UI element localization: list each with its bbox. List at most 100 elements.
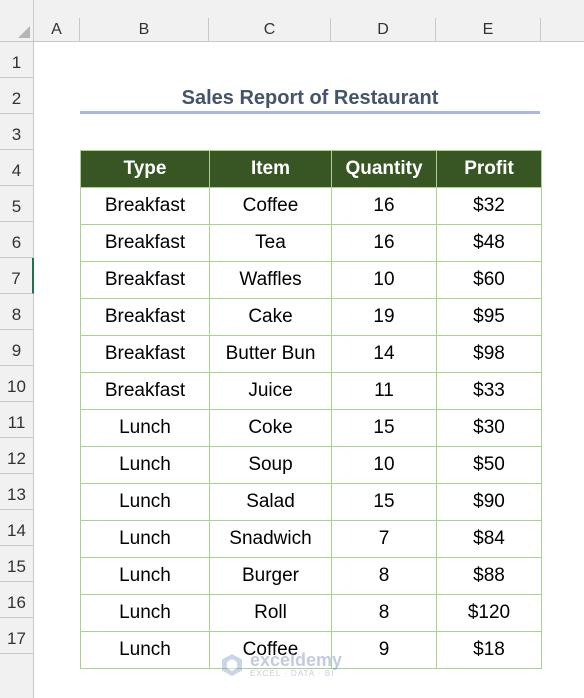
cell-item[interactable]: Waffles [209,261,332,299]
column-header-a[interactable]: A [34,18,80,42]
table-row: Breakfast Juice 11 $33 [80,372,542,410]
title-underline [80,111,540,114]
row-header-11[interactable]: 11 [0,402,34,438]
cell-type[interactable]: Lunch [80,594,210,632]
row-header-7[interactable]: 7 [0,258,34,294]
cell-item[interactable]: Coffee [209,631,332,669]
row-header-4[interactable]: 4 [0,150,34,186]
table-row: Lunch Soup 10 $50 [80,446,542,484]
row-header-2[interactable]: 2 [0,78,34,114]
exceldemy-logo-icon [222,653,242,676]
cell-profit[interactable]: $98 [436,335,542,373]
cell-item[interactable]: Burger [209,557,332,595]
cell-profit[interactable]: $33 [436,372,542,410]
cell-type[interactable]: Lunch [80,631,210,669]
cell-profit[interactable]: $48 [436,224,542,262]
cell-profit[interactable]: $50 [436,446,542,484]
cell-profit[interactable]: $88 [436,557,542,595]
row-header-6[interactable]: 6 [0,222,34,258]
cell-item[interactable]: Soup [209,446,332,484]
cell-quantity[interactable]: 16 [331,187,437,225]
row-header-1[interactable]: 1 [0,42,34,78]
cell-quantity[interactable]: 15 [331,483,437,521]
cell-quantity[interactable]: 15 [331,409,437,447]
cell-item[interactable]: Coke [209,409,332,447]
cell-quantity[interactable]: 16 [331,224,437,262]
cell-quantity[interactable]: 11 [331,372,437,410]
cell-item[interactable]: Coffee [209,187,332,225]
row-header-12[interactable]: 12 [0,438,34,474]
cell-quantity[interactable]: 19 [331,298,437,336]
select-all-triangle-icon [18,26,30,38]
cell-quantity[interactable]: 10 [331,261,437,299]
table-row: Lunch Roll 8 $120 [80,594,542,632]
row-header-14[interactable]: 14 [0,510,34,546]
cell-item[interactable]: Cake [209,298,332,336]
cell-profit[interactable]: $120 [436,594,542,632]
cell-type[interactable]: Lunch [80,557,210,595]
column-header-e[interactable]: E [436,18,541,42]
select-all-corner[interactable] [0,0,34,42]
row-header-10[interactable]: 10 [0,366,34,402]
sales-table: Type Item Quantity Profit Breakfast Coffe… [80,150,542,669]
table-row: Lunch Salad 15 $90 [80,483,542,521]
header-quantity[interactable]: Quantity [331,150,437,188]
cell-quantity[interactable]: 8 [331,594,437,632]
header-profit[interactable]: Profit [436,150,542,188]
cell-item[interactable]: Juice [209,372,332,410]
cell-item[interactable]: Roll [209,594,332,632]
cell-item[interactable]: Tea [209,224,332,262]
row-header-8[interactable]: 8 [0,294,34,330]
cell-type[interactable]: Lunch [80,483,210,521]
cell-type[interactable]: Breakfast [80,187,210,225]
cell-type[interactable]: Lunch [80,409,210,447]
cell-item[interactable]: Salad [209,483,332,521]
table-row: Breakfast Butter Bun 14 $98 [80,335,542,373]
cell-profit[interactable]: $90 [436,483,542,521]
row-header-16[interactable]: 16 [0,582,34,618]
table-row: Breakfast Waffles 10 $60 [80,261,542,299]
cell-item[interactable]: Butter Bun [209,335,332,373]
column-header-d[interactable]: D [331,18,436,42]
row-header-5[interactable]: 5 [0,186,34,222]
cell-item[interactable]: Snadwich [209,520,332,558]
cell-profit[interactable]: $84 [436,520,542,558]
cell-type[interactable]: Breakfast [80,224,210,262]
watermark-text: exceldemy EXCEL · DATA · BI [250,651,342,678]
row-header-13[interactable]: 13 [0,474,34,510]
cell-quantity[interactable]: 8 [331,557,437,595]
table-row: Lunch Coffee 9 $18 [80,631,542,669]
cell-profit[interactable]: $95 [436,298,542,336]
cell-quantity[interactable]: 9 [331,631,437,669]
table-row: Breakfast Tea 16 $48 [80,224,542,262]
cell-type[interactable]: Lunch [80,446,210,484]
cell-quantity[interactable]: 10 [331,446,437,484]
row-header-3[interactable]: 3 [0,114,34,150]
row-header-filler [0,654,34,698]
cell-type[interactable]: Breakfast [80,261,210,299]
cell-quantity[interactable]: 7 [331,520,437,558]
column-header-b[interactable]: B [80,18,209,42]
header-type[interactable]: Type [80,150,210,188]
row-header-15[interactable]: 15 [0,546,34,582]
row-header-9[interactable]: 9 [0,330,34,366]
row-header-17[interactable]: 17 [0,618,34,654]
watermark-name: exceldemy [250,650,343,670]
column-header-c[interactable]: C [209,18,331,42]
cell-type[interactable]: Breakfast [80,335,210,373]
header-item[interactable]: Item [209,150,332,188]
exceldemy-watermark: exceldemy EXCEL · DATA · BI [220,651,342,678]
column-header-f[interactable] [541,18,584,42]
cell-profit[interactable]: $30 [436,409,542,447]
cell-type[interactable]: Lunch [80,520,210,558]
cell-profit[interactable]: $60 [436,261,542,299]
toolbar-strip [34,0,584,18]
cell-type[interactable]: Breakfast [80,298,210,336]
cell-type[interactable]: Breakfast [80,372,210,410]
cell-profit[interactable]: $32 [436,187,542,225]
cell-profit[interactable]: $18 [436,631,542,669]
table-row: Lunch Coke 15 $30 [80,409,542,447]
cell-quantity[interactable]: 14 [331,335,437,373]
report-title[interactable]: Sales Report of Restaurant [181,87,439,109]
